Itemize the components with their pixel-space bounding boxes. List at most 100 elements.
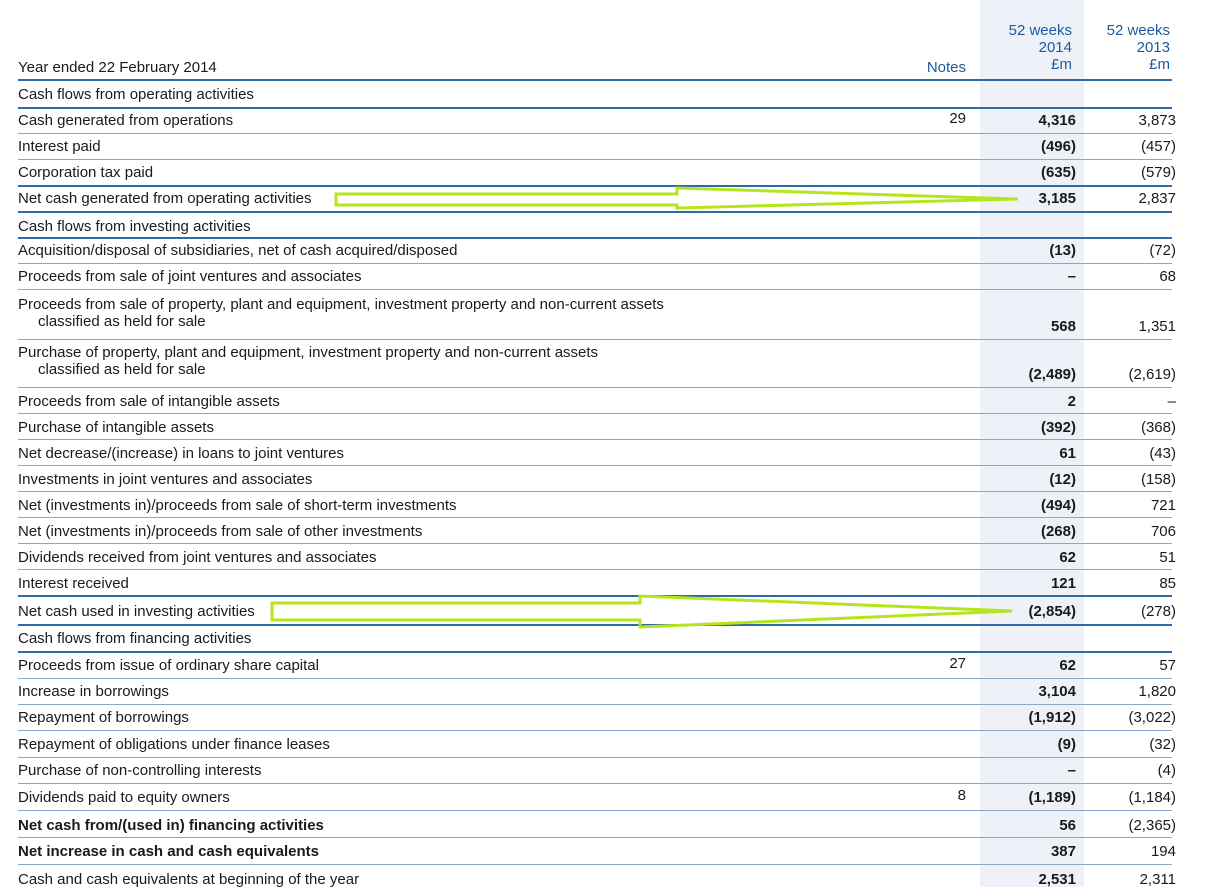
value-2013: 57 xyxy=(1159,657,1176,674)
row-label: Dividends paid to equity owners xyxy=(18,789,230,806)
row-divider xyxy=(18,339,1172,340)
table-row: Cash flows from financing activities xyxy=(0,628,1210,650)
row-label: Interest received xyxy=(18,575,129,592)
table-row: Corporation tax paid (635) (579) xyxy=(0,162,1210,184)
row-label: Net cash used in investing activities xyxy=(18,603,255,620)
value-2013: 194 xyxy=(1150,843,1176,860)
value-2014: 387 xyxy=(1050,843,1076,860)
row-label: Net decrease/(increase) in loans to join… xyxy=(18,445,345,462)
row-note: 27 xyxy=(949,655,966,672)
row-label: Dividends received from joint ventures a… xyxy=(18,549,377,566)
table-row: Repayment of obligations under finance l… xyxy=(0,734,1210,756)
row-divider xyxy=(18,624,1172,626)
row-label: Repayment of borrowings xyxy=(18,709,189,726)
row-label: Acquisition/disposal of subsidiaries, ne… xyxy=(18,242,458,259)
row-divider xyxy=(18,730,1172,731)
table-row: Cash flows from investing activities xyxy=(0,216,1210,238)
value-2014: (392) xyxy=(1040,419,1076,436)
value-2013: (43) xyxy=(1149,445,1176,462)
row-label: Cash flows from operating activities xyxy=(18,86,254,103)
row-label-line2: classified as held for sale xyxy=(38,313,206,330)
statement-title: Year ended 22 February 2014 xyxy=(18,59,217,76)
row-label: Purchase of intangible assets xyxy=(18,419,214,436)
table-row: Investments in joint ventures and associ… xyxy=(0,469,1210,491)
value-2014: 121 xyxy=(1050,575,1076,592)
row-divider xyxy=(18,517,1172,518)
table-row: Acquisition/disposal of subsidiaries, ne… xyxy=(0,240,1210,262)
value-2014: 3,104 xyxy=(1038,683,1076,700)
row-divider xyxy=(18,289,1172,290)
value-2013: 1,351 xyxy=(1138,318,1176,335)
row-divider xyxy=(18,543,1172,544)
col2014-line2: 2014 xyxy=(1038,39,1072,56)
value-2013: 51 xyxy=(1159,549,1176,566)
row-label: Purchase of property, plant and equipmen… xyxy=(18,344,598,378)
table-row: Purchase of non-controlling interests – (4… xyxy=(0,760,1210,782)
row-divider xyxy=(18,491,1172,492)
table-row: Purchase of intangible assets (392) (368) xyxy=(0,417,1210,439)
row-label: Proceeds from sale of joint ventures and… xyxy=(18,268,362,285)
row-label-line1: Purchase of property, plant and equipmen… xyxy=(18,344,599,361)
table-row: Net (investments in)/proceeds from sale … xyxy=(0,495,1210,517)
value-2014: 568 xyxy=(1050,318,1076,335)
row-label: Corporation tax paid xyxy=(18,164,154,181)
value-2013: 3,873 xyxy=(1138,112,1176,129)
table-row: Increase in borrowings 3,104 1,820 xyxy=(0,681,1210,703)
row-label: Net cash generated from operating activi… xyxy=(18,190,312,207)
value-2013: – xyxy=(1167,393,1176,410)
value-2014: (1,189) xyxy=(1028,789,1076,806)
value-2013: (4) xyxy=(1157,762,1176,779)
value-2014: 62 xyxy=(1059,657,1076,674)
row-note: 8 xyxy=(957,787,966,804)
row-label: Proceeds from sale of intangible assets xyxy=(18,393,280,410)
value-2014: (496) xyxy=(1040,138,1076,155)
table-row: Net cash generated from operating activi… xyxy=(0,188,1210,212)
value-2014: (2,489) xyxy=(1028,366,1076,383)
value-2013: 721 xyxy=(1150,497,1176,514)
row-label-line2: classified as held for sale xyxy=(38,361,206,378)
value-2014: 56 xyxy=(1059,817,1076,834)
value-2014: (2,854) xyxy=(1028,603,1076,620)
table-row: Purchase of property, plant and equipmen… xyxy=(0,344,1210,388)
row-label: Proceeds from sale of property, plant an… xyxy=(18,296,664,330)
row-label: Purchase of non-controlling interests xyxy=(18,762,262,779)
value-2013: (2,619) xyxy=(1128,366,1176,383)
table-row: Dividends received from joint ventures a… xyxy=(0,547,1210,569)
row-label: Repayment of obligations under finance l… xyxy=(18,736,330,753)
row-divider xyxy=(18,783,1172,784)
row-label-line1: Proceeds from sale of property, plant an… xyxy=(18,296,664,313)
row-divider xyxy=(18,185,1172,187)
notes-column-header: Notes xyxy=(926,59,966,76)
value-2013: (158) xyxy=(1140,471,1176,488)
value-2013: (3,022) xyxy=(1128,709,1176,726)
table-row: Cash and cash equivalents at beginning o… xyxy=(0,869,1210,891)
row-divider xyxy=(18,133,1172,134)
value-2013: (278) xyxy=(1140,603,1176,620)
row-label: Net cash from/(used in) financing activi… xyxy=(18,817,324,834)
row-divider xyxy=(18,413,1172,414)
row-divider xyxy=(18,107,1172,109)
value-2014: – xyxy=(1067,268,1076,285)
row-divider xyxy=(18,678,1172,679)
row-label: Cash and cash equivalents at beginning o… xyxy=(18,871,360,888)
row-divider xyxy=(18,569,1172,570)
value-2014: – xyxy=(1067,762,1076,779)
value-2013: (368) xyxy=(1140,419,1176,436)
column-header-2013: 52 weeks 2013 £m xyxy=(1090,22,1170,73)
table-row: Net decrease/(increase) in loans to join… xyxy=(0,443,1210,465)
row-divider xyxy=(18,757,1172,758)
table-row: Net cash used in investing activities (2,… xyxy=(0,601,1210,625)
row-label: Net (investments in)/proceeds from sale … xyxy=(18,523,423,540)
value-2014: 4,316 xyxy=(1038,112,1076,129)
table-row: Proceeds from sale of intangible assets 2… xyxy=(0,391,1210,413)
value-2014: (13) xyxy=(1049,242,1076,259)
row-divider xyxy=(18,465,1172,466)
table-row: Net (investments in)/proceeds from sale … xyxy=(0,521,1210,543)
table-row: Dividends paid to equity owners 8 (1,189) (… xyxy=(0,787,1210,809)
row-label: Interest paid xyxy=(18,138,101,155)
row-divider xyxy=(18,864,1172,865)
row-divider xyxy=(18,159,1172,160)
col2014-line3: £m xyxy=(1051,56,1072,73)
table-row: Net increase in cash and cash equivalent… xyxy=(0,841,1210,863)
